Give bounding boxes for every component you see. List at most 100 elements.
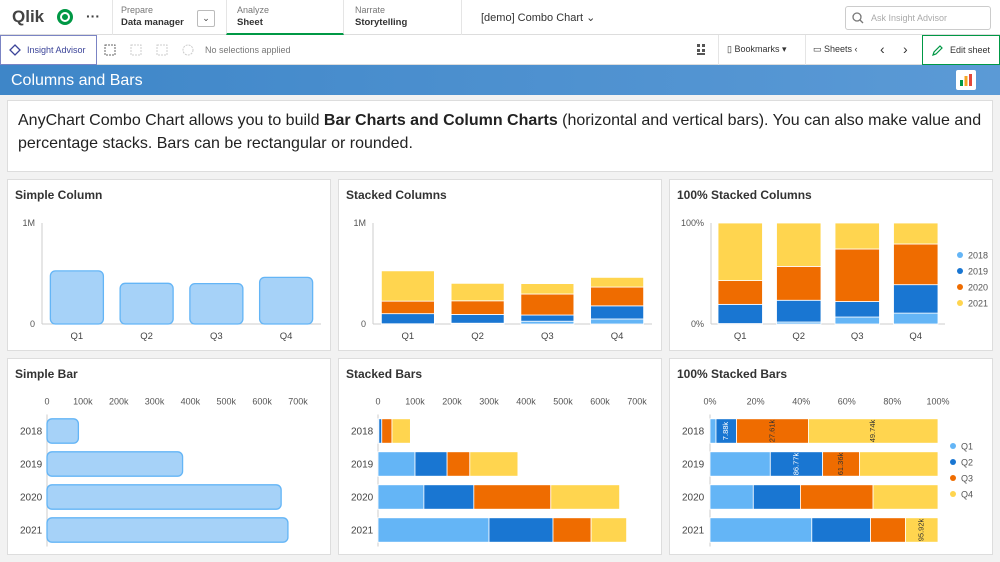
- chart-panel: Stacked Columns 0 1M Q1 Q2 Q3 Q4: [338, 179, 662, 351]
- legend-label: 2019: [968, 267, 988, 277]
- x-tick-label: 500k: [553, 397, 573, 407]
- x-tick-label: 0: [375, 397, 380, 407]
- y-category-label: 2019: [20, 460, 43, 471]
- bar: [776, 299, 822, 323]
- value-label: 49.74k: [868, 419, 877, 442]
- x-tick-label: 80%: [883, 397, 901, 407]
- y-tick-label: 1M: [353, 218, 366, 228]
- y-category-label: 2021: [682, 526, 705, 537]
- bar: [811, 517, 871, 543]
- chart-panel: 100% Stacked Bars 0% 20% 40% 60% 80% 100% 2018 7…: [669, 358, 993, 555]
- bar: [391, 418, 411, 444]
- bar: [709, 517, 813, 543]
- tab-label: Prepare: [121, 5, 154, 15]
- bar: [46, 517, 289, 543]
- bar: [378, 418, 383, 444]
- bar: [905, 517, 939, 543]
- tab-value: Sheet: [237, 17, 263, 28]
- x-tick-label: 200k: [109, 397, 129, 407]
- insight-advisor-button[interactable]: Insight Advisor: [0, 35, 97, 65]
- x-category-label: Q3: [851, 331, 864, 342]
- grid-icon[interactable]: [697, 44, 709, 56]
- bar: [520, 293, 575, 316]
- dropdown[interactable]: ⌄: [197, 10, 215, 27]
- next-sheet[interactable]: ›: [903, 41, 908, 57]
- menu[interactable]: ···: [86, 8, 100, 24]
- bar: [423, 484, 475, 510]
- legend-marker: [950, 491, 956, 497]
- chart-panel: Stacked Bars 0 100k 200k 300k 400k 500k 600k 700…: [338, 358, 662, 555]
- bar: [450, 300, 505, 315]
- chart: Stacked Bars 0 100k 200k 300k 400k 500k 600k 700…: [346, 367, 647, 547]
- bar: [450, 314, 505, 324]
- tab-label: Analyze: [237, 5, 270, 15]
- bar: [709, 451, 771, 477]
- bar: [258, 276, 314, 325]
- bar: [893, 243, 939, 286]
- chart: Simple Column 0 1M Q1 Q2 Q3 Q4: [15, 188, 321, 342]
- tab-prepare[interactable]: Prepare Data manager: [121, 0, 184, 35]
- chart-title: 100% Stacked Columns: [677, 188, 812, 202]
- divider: [461, 0, 462, 35]
- tab-value: Storytelling: [355, 17, 408, 28]
- bar: [473, 484, 552, 510]
- selection-tools: [104, 44, 194, 56]
- bar: [717, 303, 763, 324]
- bookmarks-button[interactable]: ▯ Bookmarks ▾: [727, 44, 787, 54]
- edit-icon: [932, 45, 943, 56]
- x-tick-label: 20%: [747, 397, 765, 407]
- x-category-label: Q3: [210, 331, 223, 342]
- bar: [469, 451, 519, 477]
- x-tick-label: 400k: [181, 397, 201, 407]
- bar: [189, 282, 244, 325]
- x-category-label: Q1: [71, 331, 84, 342]
- y-category-label: 2018: [351, 427, 374, 438]
- bar: [893, 222, 939, 245]
- value-label: 95.92k: [917, 518, 926, 541]
- bar: [450, 282, 505, 302]
- chart-panel: Simple Bar 0 100k 200k 300k 400k 500k 600k 700k 2…: [7, 358, 331, 555]
- legend-label: 2020: [968, 283, 988, 293]
- description: AnyChart Combo Chart allows you to build…: [7, 100, 993, 172]
- bar: [800, 484, 874, 510]
- toolbar: Insight Advisor No selections applied ▯ …: [0, 35, 1000, 65]
- bar: [834, 248, 880, 302]
- bar: [834, 222, 880, 250]
- bar: [46, 451, 184, 477]
- tab-narrate[interactable]: Narrate Storytelling: [355, 0, 407, 35]
- logo-mark: [57, 9, 73, 25]
- x-tick-label: 0: [44, 397, 49, 407]
- active-tab: [226, 0, 344, 35]
- bar: [550, 484, 621, 510]
- y-tick-label: 1M: [22, 218, 35, 228]
- bar: [769, 451, 824, 477]
- bar: [381, 418, 393, 444]
- legend-marker: [957, 268, 963, 274]
- x-tick-label: 0%: [703, 397, 716, 407]
- prev-sheet[interactable]: ‹: [880, 41, 885, 57]
- bar: [49, 270, 105, 325]
- x-tick-label: 700k: [627, 397, 647, 407]
- bar: [709, 418, 717, 444]
- x-tick-label: 300k: [479, 397, 499, 407]
- app-name[interactable]: [demo] Combo Chart ⌄: [481, 12, 596, 24]
- bar: [709, 484, 754, 510]
- value-label: 27.61k: [767, 419, 776, 442]
- bar: [380, 270, 435, 302]
- tab-analyze[interactable]: Analyze Sheet: [237, 0, 269, 35]
- search-box[interactable]: Ask Insight Advisor: [845, 6, 991, 30]
- bar: [446, 451, 471, 477]
- x-tick-label: 40%: [792, 397, 810, 407]
- description-text: AnyChart Combo Chart allows you to build: [18, 112, 324, 129]
- bar: [870, 517, 906, 543]
- bar: [717, 222, 763, 281]
- bar: [893, 312, 939, 325]
- y-category-label: 2020: [20, 493, 43, 504]
- x-category-label: Q2: [471, 331, 484, 342]
- bar: [590, 286, 645, 307]
- x-category-label: Q3: [541, 331, 554, 342]
- logo[interactable]: Qlik: [12, 7, 45, 26]
- sheets-button[interactable]: ▭ Sheets ‹: [813, 44, 858, 54]
- value-label: 86.77k: [791, 452, 800, 475]
